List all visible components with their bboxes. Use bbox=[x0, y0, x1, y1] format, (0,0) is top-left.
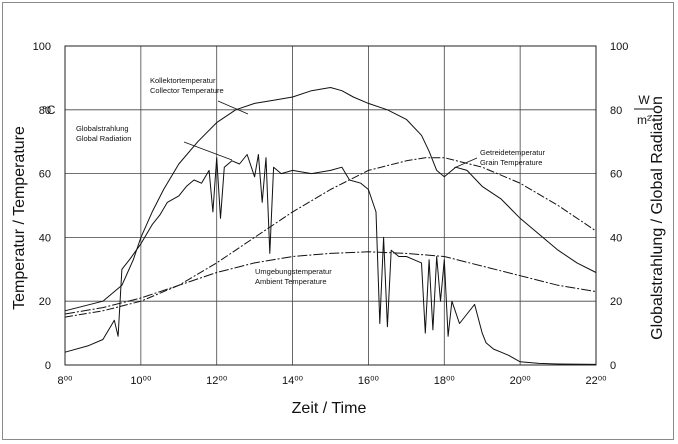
leader-line bbox=[183, 141, 233, 161]
x-axis-label: Zeit / Time bbox=[292, 400, 367, 417]
chart-frame bbox=[2, 2, 674, 440]
x-tick-label: 16⁰⁰ bbox=[358, 375, 380, 387]
x-tick-label: 22⁰⁰ bbox=[585, 375, 607, 387]
ambient-temperature-line bbox=[64, 251, 597, 315]
y-tick-label-left: 0 bbox=[45, 360, 51, 372]
tick-labels: 8⁰⁰ 10⁰⁰ 12⁰⁰ 14⁰⁰ 16⁰⁰ 18⁰⁰ 20⁰⁰ 22⁰⁰020406080… bbox=[33, 41, 629, 387]
collector-temperature-label: Collector Temperature bbox=[150, 86, 224, 95]
x-tick-label: 20⁰⁰ bbox=[510, 375, 532, 387]
y-tick-label-right: 20 bbox=[610, 296, 622, 308]
left-unit-label: °C bbox=[42, 103, 56, 117]
x-tick-label: 8⁰⁰ bbox=[58, 375, 74, 387]
y-tick-label-left: 80 bbox=[39, 105, 51, 117]
leader-line bbox=[217, 100, 249, 115]
y-tick-label-right: 80 bbox=[610, 105, 622, 117]
x-tick-label: 14⁰⁰ bbox=[282, 375, 304, 387]
ambient-temperature-label: Umgebungstemperatur bbox=[255, 267, 332, 276]
global-radiation-line bbox=[64, 154, 597, 365]
y-axis-label-left: Temperatur / Temperature bbox=[11, 126, 28, 310]
y-tick-label-right: 100 bbox=[610, 41, 628, 53]
global-radiation-label: Globalstrahlung bbox=[76, 124, 129, 133]
y-tick-label-right: 60 bbox=[610, 169, 622, 181]
x-tick-label: 12⁰⁰ bbox=[206, 375, 228, 387]
ambient-temperature-label: Ambient Temperature bbox=[255, 277, 327, 286]
leader-line bbox=[453, 157, 478, 169]
y-tick-label-left: 60 bbox=[39, 169, 51, 181]
grain-temperature-label: Grain Temperature bbox=[480, 158, 542, 167]
y-axis-label-right: Globalstrahlung / Global Radiation bbox=[649, 96, 666, 340]
grain-temperature-line bbox=[64, 157, 597, 318]
x-tick-label: 10⁰⁰ bbox=[130, 375, 152, 387]
plot-area bbox=[64, 45, 597, 366]
x-tick-label: 18⁰⁰ bbox=[434, 375, 456, 387]
series-group bbox=[64, 87, 597, 365]
collector-temperature-line bbox=[64, 87, 597, 312]
collector-temperature-label: Kollektortemperatur bbox=[150, 76, 216, 85]
right-unit-numerator: W bbox=[638, 93, 650, 107]
y-tick-label-left: 100 bbox=[33, 41, 51, 53]
grid-lines bbox=[64, 45, 597, 366]
right-unit-denominator: m² bbox=[637, 113, 651, 127]
grain-temperature-label: Getreidetemperatur bbox=[480, 148, 546, 157]
global-radiation-label: Global Radiation bbox=[76, 134, 131, 143]
y-tick-label-left: 20 bbox=[39, 296, 51, 308]
y-tick-label-left: 40 bbox=[39, 232, 51, 244]
y-tick-label-right: 0 bbox=[610, 360, 616, 372]
y-tick-label-right: 40 bbox=[610, 232, 622, 244]
